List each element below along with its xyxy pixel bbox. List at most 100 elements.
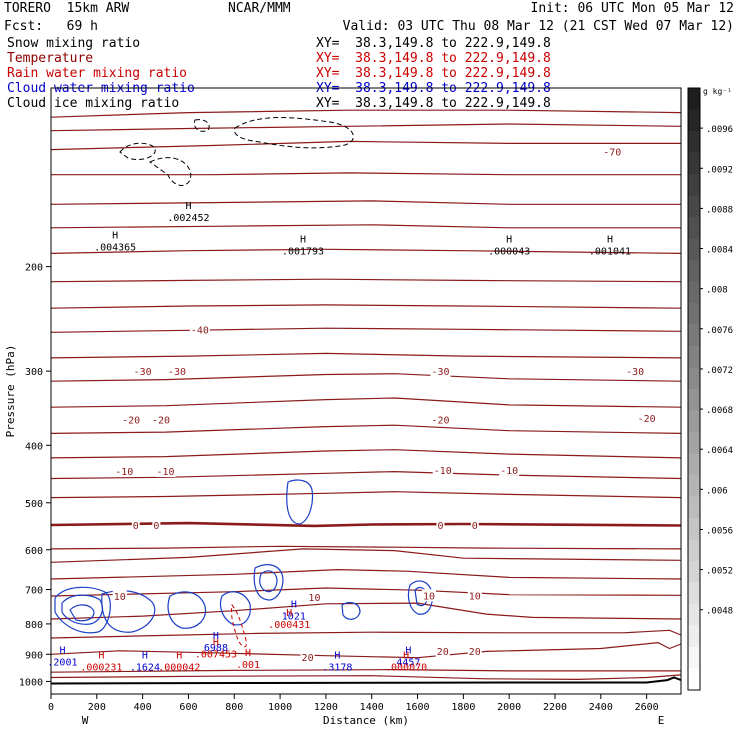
y-tick-label: 500 [25,499,43,510]
isotherm-label-bg [430,413,451,426]
isotherm-label: 0 [472,521,478,532]
maximum-marker: H [286,608,292,619]
isotherm-line [50,352,682,359]
isotherm-label-bg [167,365,187,378]
colorbar-tick-label: .0088 [706,205,733,215]
maximum-marker: H [300,235,306,246]
isotherm-label: -30 [431,367,449,378]
isotherm-label-bg [112,590,127,603]
isotherm-line [50,140,681,151]
isotherm-line [50,109,682,118]
isotherm-label-bg [114,465,135,478]
isotherm-line [50,587,682,597]
colorbar-tick-label: .0052 [706,567,733,577]
maximum-marker: H [142,650,148,661]
colorbar-swatch [688,475,700,497]
maximum-marker: H [405,645,411,656]
isotherm-label: 20 [302,653,314,664]
maximum-marker: H [607,235,613,246]
isotherm-label: 10 [469,591,481,602]
colorbar-swatch [688,668,700,691]
maximum-value-label: .000043 [488,247,530,258]
isotherm-line [50,449,682,459]
y-tick-label: 600 [25,546,43,557]
maximum-value-label: .001 [236,660,260,671]
x-tick-label: 1000 [268,702,292,713]
isotherm-line [50,123,682,132]
isotherm-line [50,373,682,382]
maximum-value-label: .007453 [195,650,237,661]
isotherm-label: 10 [423,591,435,602]
colorbar-swatch [688,152,700,175]
y-tick-label: 900 [25,650,43,661]
colorbar: .0096 .0092 .0088 .0084 .008 .0076 .0072 .0068.… [687,87,733,691]
colorbar-swatch [688,518,700,540]
maximum-value-label: .000042 [158,662,200,673]
x-tick-label: 1400 [360,702,384,713]
maximum-marker: H [59,645,65,656]
isotherm-label-bg [430,365,451,378]
isotherm-label-bg [150,413,171,426]
cloud-water-contour [407,580,433,615]
isotherm-label-bg [307,590,322,603]
isotherm-label-bg [152,518,161,531]
colorbar-swatch [688,453,700,476]
colorbar-swatch [688,195,700,218]
colorbar-swatch [688,432,700,454]
plot-frame [50,87,682,695]
maximum-marker: H [112,231,118,242]
isotherm-line [50,278,682,283]
maximum-value-label: .3178 [322,662,352,673]
x-tick-label: 2200 [543,702,567,713]
maximum-value-label: .000070 [385,662,427,673]
isotherm-label: 10 [308,593,320,604]
colorbar-swatch [688,410,700,433]
colorbar-tick-label: .0056 [706,526,733,536]
x-tick-label: 2600 [635,702,659,713]
colorbar-swatch [688,281,700,304]
x-axis-west-label: W [82,714,89,727]
maximum-marker: H [176,650,182,661]
isotherm-label-bg [155,465,176,478]
isotherm-line [50,521,682,528]
colorbar-swatch [688,561,700,583]
maximum-value-label: .1624 [130,662,160,673]
y-tick-label: 700 [25,586,43,597]
x-tick-label: 1800 [451,702,475,713]
maximum-value-label: .000431 [268,620,310,631]
snow-contour [193,119,210,132]
colorbar-swatch [688,582,700,605]
init-time: Init: 06 UTC Mon 05 Mar 12 [530,1,735,16]
isotherm-label-bg [470,518,479,531]
colorbar-swatch [688,346,700,368]
isotherm-label-bg [300,651,315,664]
cloud-water-contour [219,591,251,626]
isotherm-label: -40 [191,325,209,336]
forecast-hour: Fcst: 69 h [4,19,98,34]
y-tick-label: 800 [25,620,43,631]
x-tick-label: 1600 [405,702,429,713]
x-tick-label: 1200 [314,702,338,713]
cloud-water-contour [61,594,103,625]
isotherm-line [50,470,682,480]
isotherm-label-bg [499,463,520,476]
isotherm-label: 10 [114,592,126,603]
cloud-water-contour [253,564,284,601]
valid-time: Valid: 03 UTC Thu 08 Mar 12 (21 CST Wed … [342,19,734,34]
maximum-marker: H [213,638,219,649]
isotherm-label: -30 [168,367,186,378]
isotherm-label-bg [189,323,210,336]
isotherm-label: -20 [431,416,449,427]
maximum-value-label: 1021 [282,612,306,623]
snow-contour [233,117,354,149]
cloud-water-contour [286,479,314,525]
colorbar-swatch [688,389,700,411]
x-axis-east-label: E [658,714,665,727]
isotherm-label: -10 [157,467,175,478]
y-tick-label: 400 [25,441,43,452]
colorbar-unit-label: g kg⁻¹ [703,87,732,96]
colorbar-swatch [688,367,700,390]
isotherm-label: -20 [638,414,656,425]
